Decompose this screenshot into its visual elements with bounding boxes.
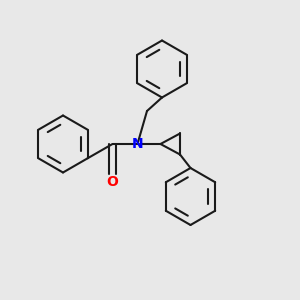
- Text: N: N: [132, 137, 144, 151]
- Text: O: O: [106, 176, 119, 189]
